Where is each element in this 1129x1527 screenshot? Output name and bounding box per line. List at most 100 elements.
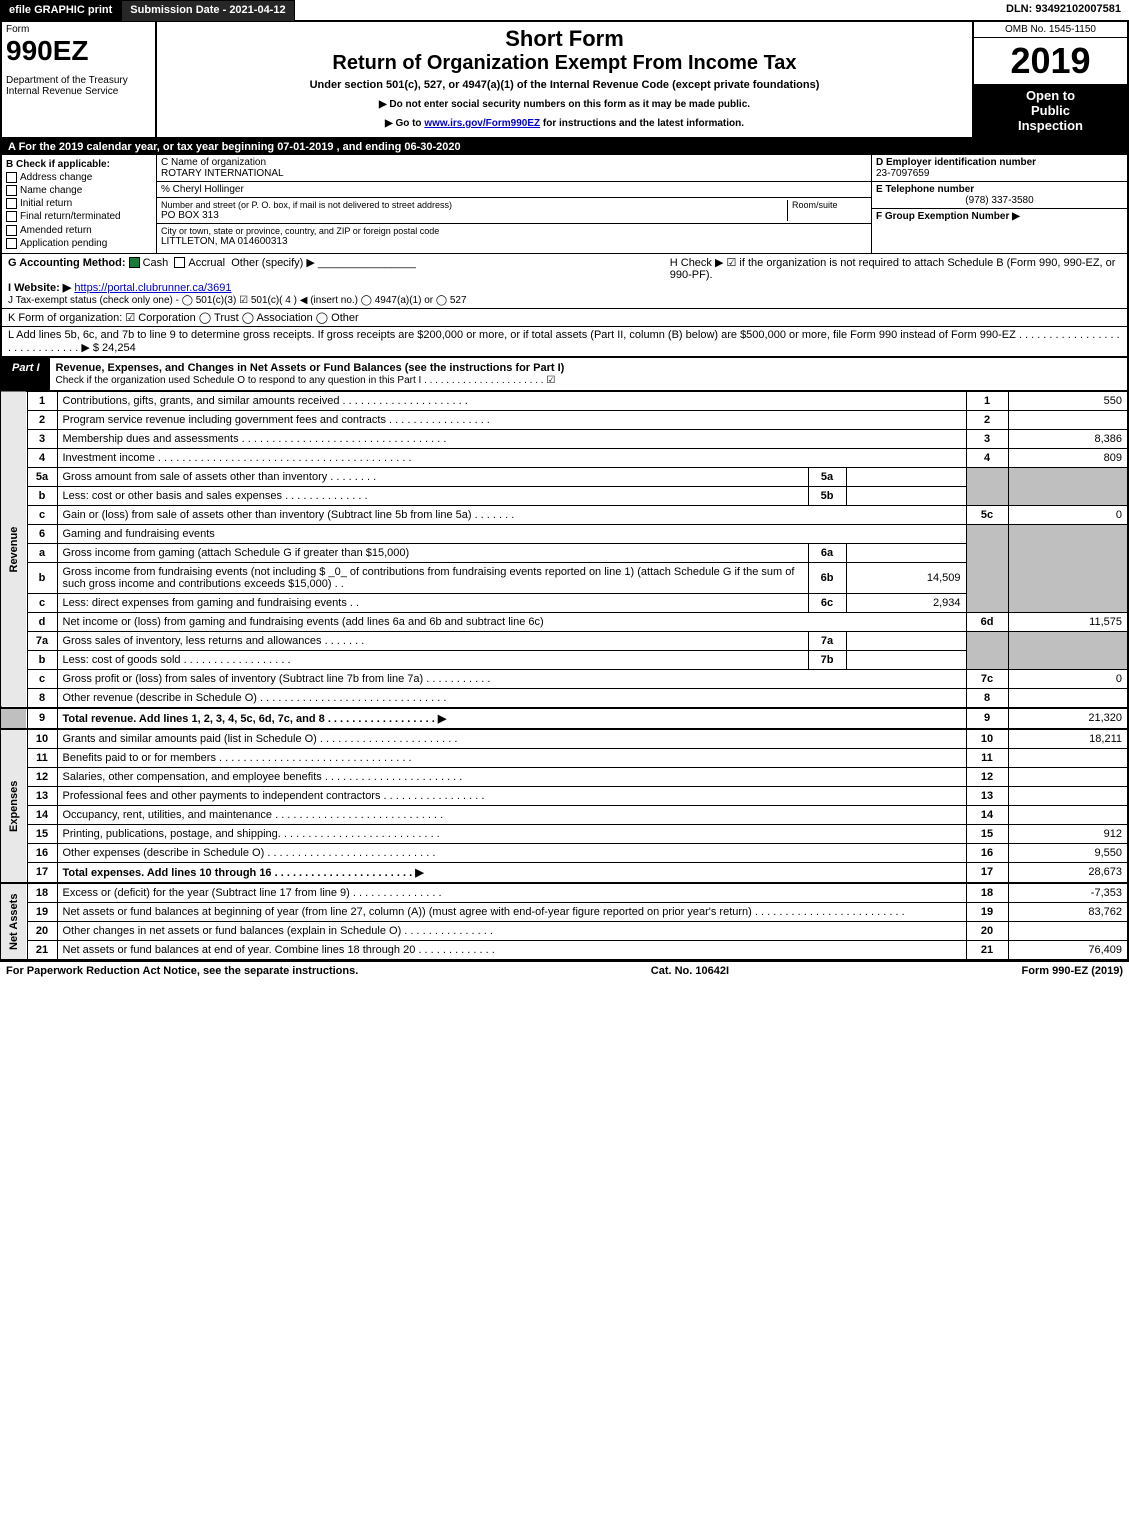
chk-accrual[interactable] — [174, 257, 185, 268]
row-7b-mini: 7b — [808, 650, 846, 669]
box-c-label: C Name of organization — [161, 157, 867, 168]
row-15-num: 15 — [27, 824, 57, 843]
row-6a-minival — [846, 543, 966, 562]
part-i-title: Revenue, Expenses, and Changes in Net As… — [56, 362, 565, 374]
row-5b-num: b — [27, 486, 57, 505]
row-16-val: 9,550 — [1008, 843, 1128, 862]
row-5c-val: 0 — [1008, 505, 1128, 524]
row-15-desc: Printing, publications, postage, and shi… — [57, 824, 966, 843]
row-6-desc: Gaming and fundraising events — [57, 524, 966, 543]
row-16-num: 16 — [27, 843, 57, 862]
row-20-val — [1008, 921, 1128, 940]
row-18-box: 18 — [966, 883, 1008, 903]
row-3-num: 3 — [27, 429, 57, 448]
row-1-val: 550 — [1008, 391, 1128, 410]
row-17-desc: Total expenses. Add lines 10 through 16 … — [57, 862, 966, 883]
row-10-val: 18,211 — [1008, 729, 1128, 749]
row-13-val — [1008, 786, 1128, 805]
line-i-label: I Website: ▶ — [8, 282, 71, 294]
row-16-box: 16 — [966, 843, 1008, 862]
dln-label: DLN: 93492102007581 — [998, 0, 1129, 22]
row-21-desc: Net assets or fund balances at end of ye… — [57, 940, 966, 960]
row-8-num: 8 — [27, 688, 57, 708]
row-9-desc: Total revenue. Add lines 1, 2, 3, 4, 5c,… — [57, 708, 966, 729]
grey-7 — [966, 631, 1008, 669]
row-9-num: 9 — [27, 708, 57, 729]
form-number: 990EZ — [6, 35, 151, 67]
return-subtitle: Under section 501(c), 527, or 4947(a)(1)… — [161, 79, 968, 91]
row-6-num: 6 — [27, 524, 57, 543]
part-i-table: Revenue 1 Contributions, gifts, grants, … — [0, 391, 1129, 961]
org-name: ROTARY INTERNATIONAL — [161, 168, 867, 179]
row-17-num: 17 — [27, 862, 57, 883]
row-19-desc: Net assets or fund balances at beginning… — [57, 902, 966, 921]
row-7a-num: 7a — [27, 631, 57, 650]
row-1-desc: Contributions, gifts, grants, and simila… — [57, 391, 966, 410]
row-6b-desc: Gross income from fundraising events (no… — [57, 562, 808, 593]
side-net-assets: Net Assets — [1, 883, 27, 960]
row-2-box: 2 — [966, 410, 1008, 429]
row-5c-desc: Gain or (loss) from sale of assets other… — [57, 505, 966, 524]
row-14-num: 14 — [27, 805, 57, 824]
row-4-num: 4 — [27, 448, 57, 467]
row-7a-desc: Gross sales of inventory, less returns a… — [57, 631, 808, 650]
row-6c-desc: Less: direct expenses from gaming and fu… — [57, 593, 808, 612]
efile-print-button[interactable]: efile GRAPHIC print — [0, 0, 121, 22]
row-7c-val: 0 — [1008, 669, 1128, 688]
row-14-desc: Occupancy, rent, utilities, and maintena… — [57, 805, 966, 824]
row-13-box: 13 — [966, 786, 1008, 805]
row-11-box: 11 — [966, 748, 1008, 767]
row-17-val: 28,673 — [1008, 862, 1128, 883]
row-1-num: 1 — [27, 391, 57, 410]
box-e-label: E Telephone number — [876, 184, 1123, 195]
row-19-val: 83,762 — [1008, 902, 1128, 921]
box-b-label: B Check if applicable: — [6, 159, 152, 170]
tax-year: 2019 — [974, 38, 1127, 84]
website-link[interactable]: https://portal.clubrunner.ca/3691 — [74, 282, 231, 294]
line-j: J Tax-exempt status (check only one) - ◯… — [8, 295, 467, 306]
chk-address-change[interactable]: Address change — [6, 172, 152, 183]
row-7a-mini: 7a — [808, 631, 846, 650]
row-7b-num: b — [27, 650, 57, 669]
note-goto: ▶ Go to www.irs.gov/Form990EZ for instru… — [161, 118, 968, 129]
line-l: L Add lines 5b, 6c, and 7b to line 9 to … — [0, 327, 1129, 357]
row-21-num: 21 — [27, 940, 57, 960]
chk-name-change[interactable]: Name change — [6, 185, 152, 196]
short-form-title: Short Form — [161, 26, 968, 52]
row-6b-num: b — [27, 562, 57, 593]
row-19-box: 19 — [966, 902, 1008, 921]
chk-amended-return[interactable]: Amended return — [6, 225, 152, 236]
row-2-desc: Program service revenue including govern… — [57, 410, 966, 429]
open-public-box: Open to Public Inspection — [974, 84, 1127, 137]
irs-link[interactable]: www.irs.gov/Form990EZ — [424, 118, 540, 129]
row-5b-minival — [846, 486, 966, 505]
row-2-num: 2 — [27, 410, 57, 429]
row-3-desc: Membership dues and assessments . . . . … — [57, 429, 966, 448]
row-12-box: 12 — [966, 767, 1008, 786]
row-7c-num: c — [27, 669, 57, 688]
part-i-bar: Part I Revenue, Expenses, and Changes in… — [0, 357, 1129, 391]
return-title: Return of Organization Exempt From Incom… — [161, 52, 968, 75]
row-6d-num: d — [27, 612, 57, 631]
chk-initial-return[interactable]: Initial return — [6, 198, 152, 209]
row-5a-minival — [846, 467, 966, 486]
grey-6 — [966, 524, 1008, 612]
row-9-box: 9 — [966, 708, 1008, 729]
chk-application-pending[interactable]: Application pending — [6, 238, 152, 249]
row-15-val: 912 — [1008, 824, 1128, 843]
row-3-box: 3 — [966, 429, 1008, 448]
row-8-box: 8 — [966, 688, 1008, 708]
row-5a-desc: Gross amount from sale of assets other t… — [57, 467, 808, 486]
addr-label: Number and street (or P. O. box, if mail… — [161, 200, 787, 210]
row-4-desc: Investment income . . . . . . . . . . . … — [57, 448, 966, 467]
submission-date: Submission Date - 2021-04-12 — [121, 0, 294, 22]
care-of: % Cheryl Hollinger — [157, 182, 871, 198]
line-g-h: G Accounting Method: Cash Accrual Other … — [0, 253, 1129, 309]
row-5a-num: 5a — [27, 467, 57, 486]
chk-final-return[interactable]: Final return/terminated — [6, 211, 152, 222]
city-label: City or town, state or province, country… — [161, 226, 867, 236]
row-21-box: 21 — [966, 940, 1008, 960]
row-19-num: 19 — [27, 902, 57, 921]
chk-cash[interactable] — [129, 257, 140, 268]
row-17-box: 17 — [966, 862, 1008, 883]
